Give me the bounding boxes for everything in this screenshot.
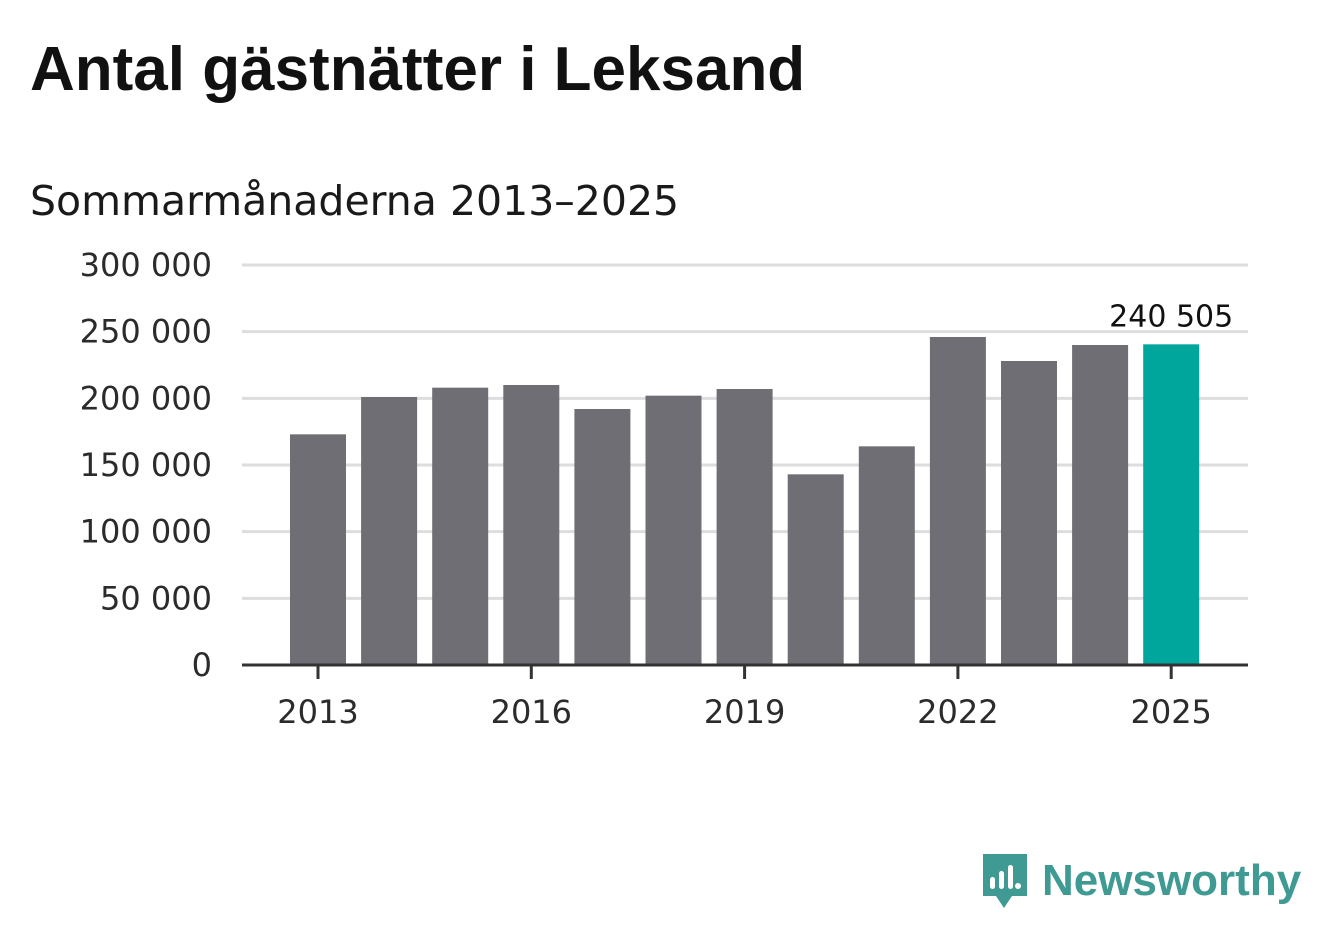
data-labels: 240 505: [1109, 299, 1233, 334]
bar-2015: [432, 387, 489, 665]
x-tick-label: 2019: [704, 693, 785, 731]
y-tick-label: 250 000: [80, 313, 212, 351]
x-tick-label: 2022: [917, 693, 998, 731]
x-tick-label: 2016: [491, 693, 572, 731]
bar-2019: [716, 389, 773, 665]
bar-2021: [858, 446, 915, 665]
chart-subtitle: Sommarmånaderna 2013–2025: [30, 177, 680, 225]
x-tick-label: 2025: [1130, 693, 1211, 731]
bar-2014: [361, 397, 418, 665]
x-axis: [242, 663, 1248, 679]
data-label-2025: 240 505: [1109, 299, 1233, 334]
bar-2025: [1143, 344, 1200, 665]
y-tick-label: 0: [192, 646, 212, 684]
bar-2022: [929, 337, 986, 665]
bar-2018: [645, 395, 702, 665]
y-axis-tick-labels: 0 50 000 100 000 150 000 200 000 250 000 300 0…: [80, 246, 212, 684]
x-axis-tick-labels: 2013 2016 2019 2022 2025: [277, 693, 1212, 731]
newsworthy-logo: Newsworthy: [980, 850, 1301, 912]
newsworthy-logo-text: Newsworthy: [1042, 856, 1302, 905]
chart-title: Antal gästnätter i Leksand: [30, 35, 806, 104]
bar-2024: [1072, 345, 1129, 665]
y-tick-label: 50 000: [100, 579, 212, 617]
bar-2016: [503, 385, 560, 665]
bar-2020: [787, 474, 844, 665]
bars: [290, 337, 1200, 665]
bar-2017: [574, 409, 631, 665]
y-tick-label: 100 000: [80, 513, 212, 551]
y-tick-label: 150 000: [80, 446, 212, 484]
x-tick-label: 2013: [277, 693, 358, 731]
bar-2023: [1001, 361, 1057, 665]
newsworthy-logo-icon: [983, 854, 1027, 908]
y-tick-label: 200 000: [80, 379, 212, 417]
y-tick-label: 300 000: [80, 246, 212, 284]
bar-2013: [290, 434, 346, 665]
